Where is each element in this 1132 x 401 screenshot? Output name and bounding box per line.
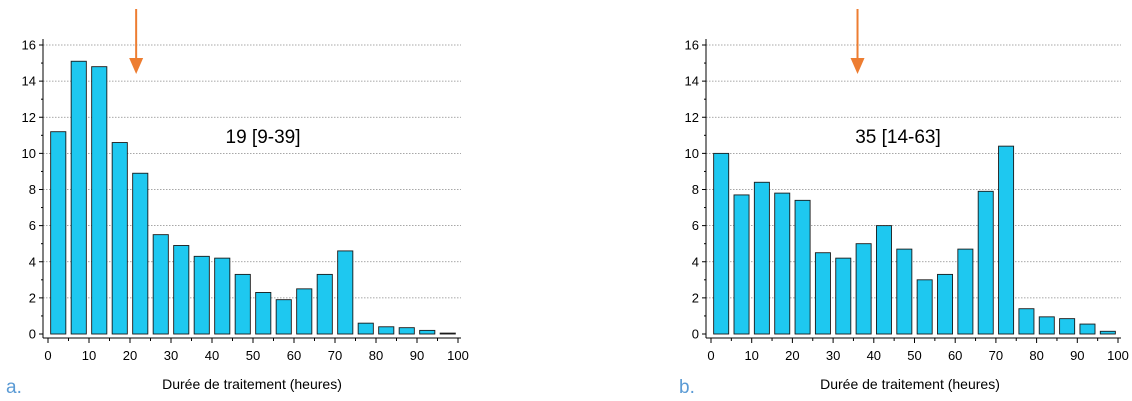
bar (214, 257, 231, 335)
bar (774, 192, 791, 335)
bar (896, 248, 913, 335)
x-tick-label: 20 (123, 348, 137, 363)
bar (835, 257, 852, 335)
x-tick-label: 90 (410, 348, 424, 363)
x-axis-label: Durée de traitement (heures) (820, 376, 1000, 392)
y-tick-label: 10 (685, 146, 699, 161)
x-tick-label: 10 (744, 348, 758, 363)
bar (419, 329, 436, 335)
bar (296, 288, 313, 335)
x-tick-label: 40 (867, 348, 881, 363)
y-tick-label: 16 (685, 38, 699, 53)
bar (152, 234, 169, 335)
x-tick-label: 10 (82, 348, 96, 363)
x-tick-label: 60 (287, 348, 301, 363)
bar (337, 250, 354, 335)
y-tick-label: 4 (692, 254, 699, 269)
bar (234, 273, 251, 335)
bar (1099, 330, 1116, 335)
y-tick-label: 14 (685, 74, 699, 89)
bar (193, 255, 210, 335)
bar (439, 332, 456, 335)
x-tick-label: 80 (1029, 348, 1043, 363)
y-tick-label: 0 (692, 327, 699, 342)
arrow-indicator (850, 9, 865, 74)
y-tick-label: 6 (29, 218, 36, 233)
x-tick-label: 30 (826, 348, 840, 363)
x-tick-label: 100 (447, 348, 469, 363)
bar (50, 131, 67, 335)
x-tick-label: 80 (369, 348, 383, 363)
bar (875, 225, 892, 335)
chart-annotation: 19 [9-39] (226, 127, 301, 148)
x-tick-label: 90 (1070, 348, 1084, 363)
bar (1038, 316, 1055, 335)
bar (275, 299, 292, 335)
bar (132, 172, 149, 335)
bar (316, 273, 333, 335)
y-tick-label: 2 (692, 290, 699, 305)
bar (173, 245, 190, 335)
y-tick-label: 6 (692, 218, 699, 233)
bar (713, 152, 730, 335)
y-tick-label: 12 (22, 110, 36, 125)
bar (957, 248, 974, 335)
bar (814, 252, 831, 335)
panel-label: b. (679, 377, 695, 398)
x-tick-label: 20 (785, 348, 799, 363)
bar (977, 190, 994, 335)
x-tick-label: 0 (707, 348, 714, 363)
x-tick-label: 60 (948, 348, 962, 363)
bar (937, 273, 954, 335)
panel-a: 0 2 4 6 8 10 12 14 16 0 10 20 30 40 50 60 70 80 90 100 19 [… (6, 9, 469, 398)
bar (1059, 318, 1076, 335)
x-tick-label: 50 (907, 348, 921, 363)
x-tick-label: 70 (328, 348, 342, 363)
x-tick-label: 100 (1107, 348, 1129, 363)
x-tick-label: 30 (164, 348, 178, 363)
bar (998, 145, 1015, 335)
x-tick-label: 0 (44, 348, 51, 363)
bar (255, 292, 272, 335)
bar (91, 66, 108, 335)
arrow-indicator (129, 9, 144, 74)
bar (398, 327, 415, 335)
bar (753, 181, 770, 335)
x-axis-label: Durée de traitement (heures) (162, 376, 342, 392)
bar (1079, 323, 1096, 335)
bar (855, 243, 872, 335)
y-tick-label: 8 (29, 182, 36, 197)
bar (733, 194, 750, 335)
bar (1018, 308, 1035, 335)
chart-annotation: 35 [14-63] (855, 127, 941, 148)
panel-label: a. (6, 377, 22, 398)
y-tick-label: 8 (692, 182, 699, 197)
y-tick-label: 4 (29, 254, 36, 269)
bar (357, 322, 374, 335)
bar (70, 60, 87, 335)
y-tick-label: 10 (22, 146, 36, 161)
y-tick-label: 0 (29, 327, 36, 342)
bar (916, 279, 933, 335)
bar (378, 326, 395, 335)
bar (794, 199, 811, 335)
y-tick-label: 16 (22, 38, 36, 53)
y-tick-label: 12 (685, 110, 699, 125)
y-tick-label: 2 (29, 290, 36, 305)
x-tick-label: 40 (205, 348, 219, 363)
y-tick-label: 14 (22, 74, 36, 89)
x-tick-label: 50 (246, 348, 260, 363)
x-tick-label: 70 (989, 348, 1003, 363)
bar (111, 142, 128, 335)
panel-b: 0 2 4 6 8 10 12 14 16 0 10 20 30 40 50 60 70 80 90 100 35 [… (679, 9, 1129, 398)
